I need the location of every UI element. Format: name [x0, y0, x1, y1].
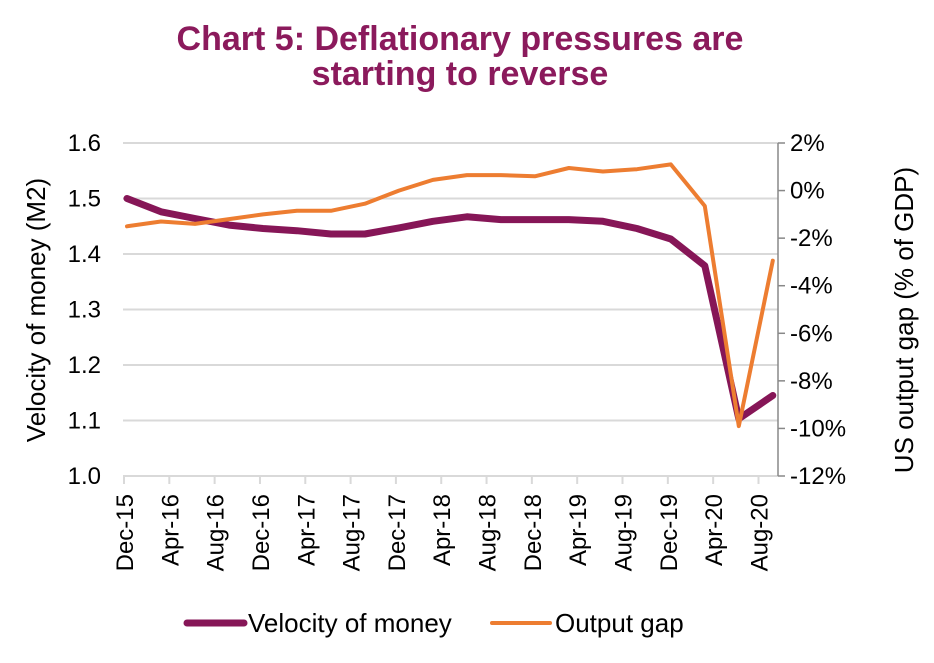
series-lines — [123, 162, 777, 429]
legend-label-output-gap: Output gap — [555, 608, 684, 638]
y2-tick-label: -4% — [790, 273, 833, 300]
gridlines — [123, 142, 778, 477]
y2-tick-label: -12% — [790, 463, 846, 490]
y-tick-label: 1.1 — [68, 408, 101, 435]
axes: 1.0 1.1 1.2 1.3 1.4 1.5 1.6 -12% -10% -8% -6% -4% -2… — [68, 130, 846, 571]
y-tick-label: 1.4 — [68, 241, 101, 268]
y-tick-label: 1.3 — [68, 297, 101, 324]
x-tick-label: Apr-17 — [293, 494, 320, 566]
x-tick-label: Dec-15 — [112, 494, 139, 571]
y2-axis-title: US output gap (% of GDP) — [889, 167, 919, 473]
legend: Velocity of money Output gap — [183, 608, 684, 638]
x-tick-label: Dec-19 — [656, 494, 683, 571]
y2-tick-label: 2% — [790, 130, 825, 157]
x-tick-label: Dec-17 — [384, 494, 411, 571]
x-tick-label: Aug-17 — [339, 494, 366, 571]
legend-label-velocity: Velocity of money — [248, 608, 452, 638]
x-tick-label: Apr-19 — [565, 494, 592, 566]
x-tick-label: Aug-16 — [203, 494, 230, 571]
y2-tick-label: -2% — [790, 225, 833, 252]
x-tick-label: Aug-18 — [475, 494, 502, 571]
x-tick-label: Apr-18 — [429, 494, 456, 566]
x-tick-label: Aug-20 — [746, 494, 773, 571]
y2-tick-label: -8% — [790, 368, 833, 395]
x-tick-label: Dec-16 — [248, 494, 275, 571]
x-tick-label: Apr-20 — [701, 494, 728, 566]
y2-tick-label: -10% — [790, 415, 846, 442]
chart-title-line-2: starting to reverse — [312, 55, 609, 93]
y2-tick-label: 0% — [790, 178, 825, 205]
x-tick-label: Dec-18 — [520, 494, 547, 571]
x-tick-label: Aug-19 — [611, 494, 638, 571]
series-line-velocity — [123, 195, 777, 423]
chart-title-line-1: Chart 5: Deflationary pressures are — [177, 20, 744, 58]
y-tick-label: 1.5 — [68, 186, 101, 213]
y-axis-title: Velocity of money (M2) — [21, 178, 51, 442]
series-line-output-gap — [125, 162, 775, 429]
y2-tick-label: -6% — [790, 320, 833, 347]
y-tick-label: 1.6 — [68, 130, 101, 157]
x-tick-label: Apr-16 — [157, 494, 184, 566]
y-tick-label: 1.2 — [68, 352, 101, 379]
y-tick-label: 1.0 — [68, 463, 101, 490]
